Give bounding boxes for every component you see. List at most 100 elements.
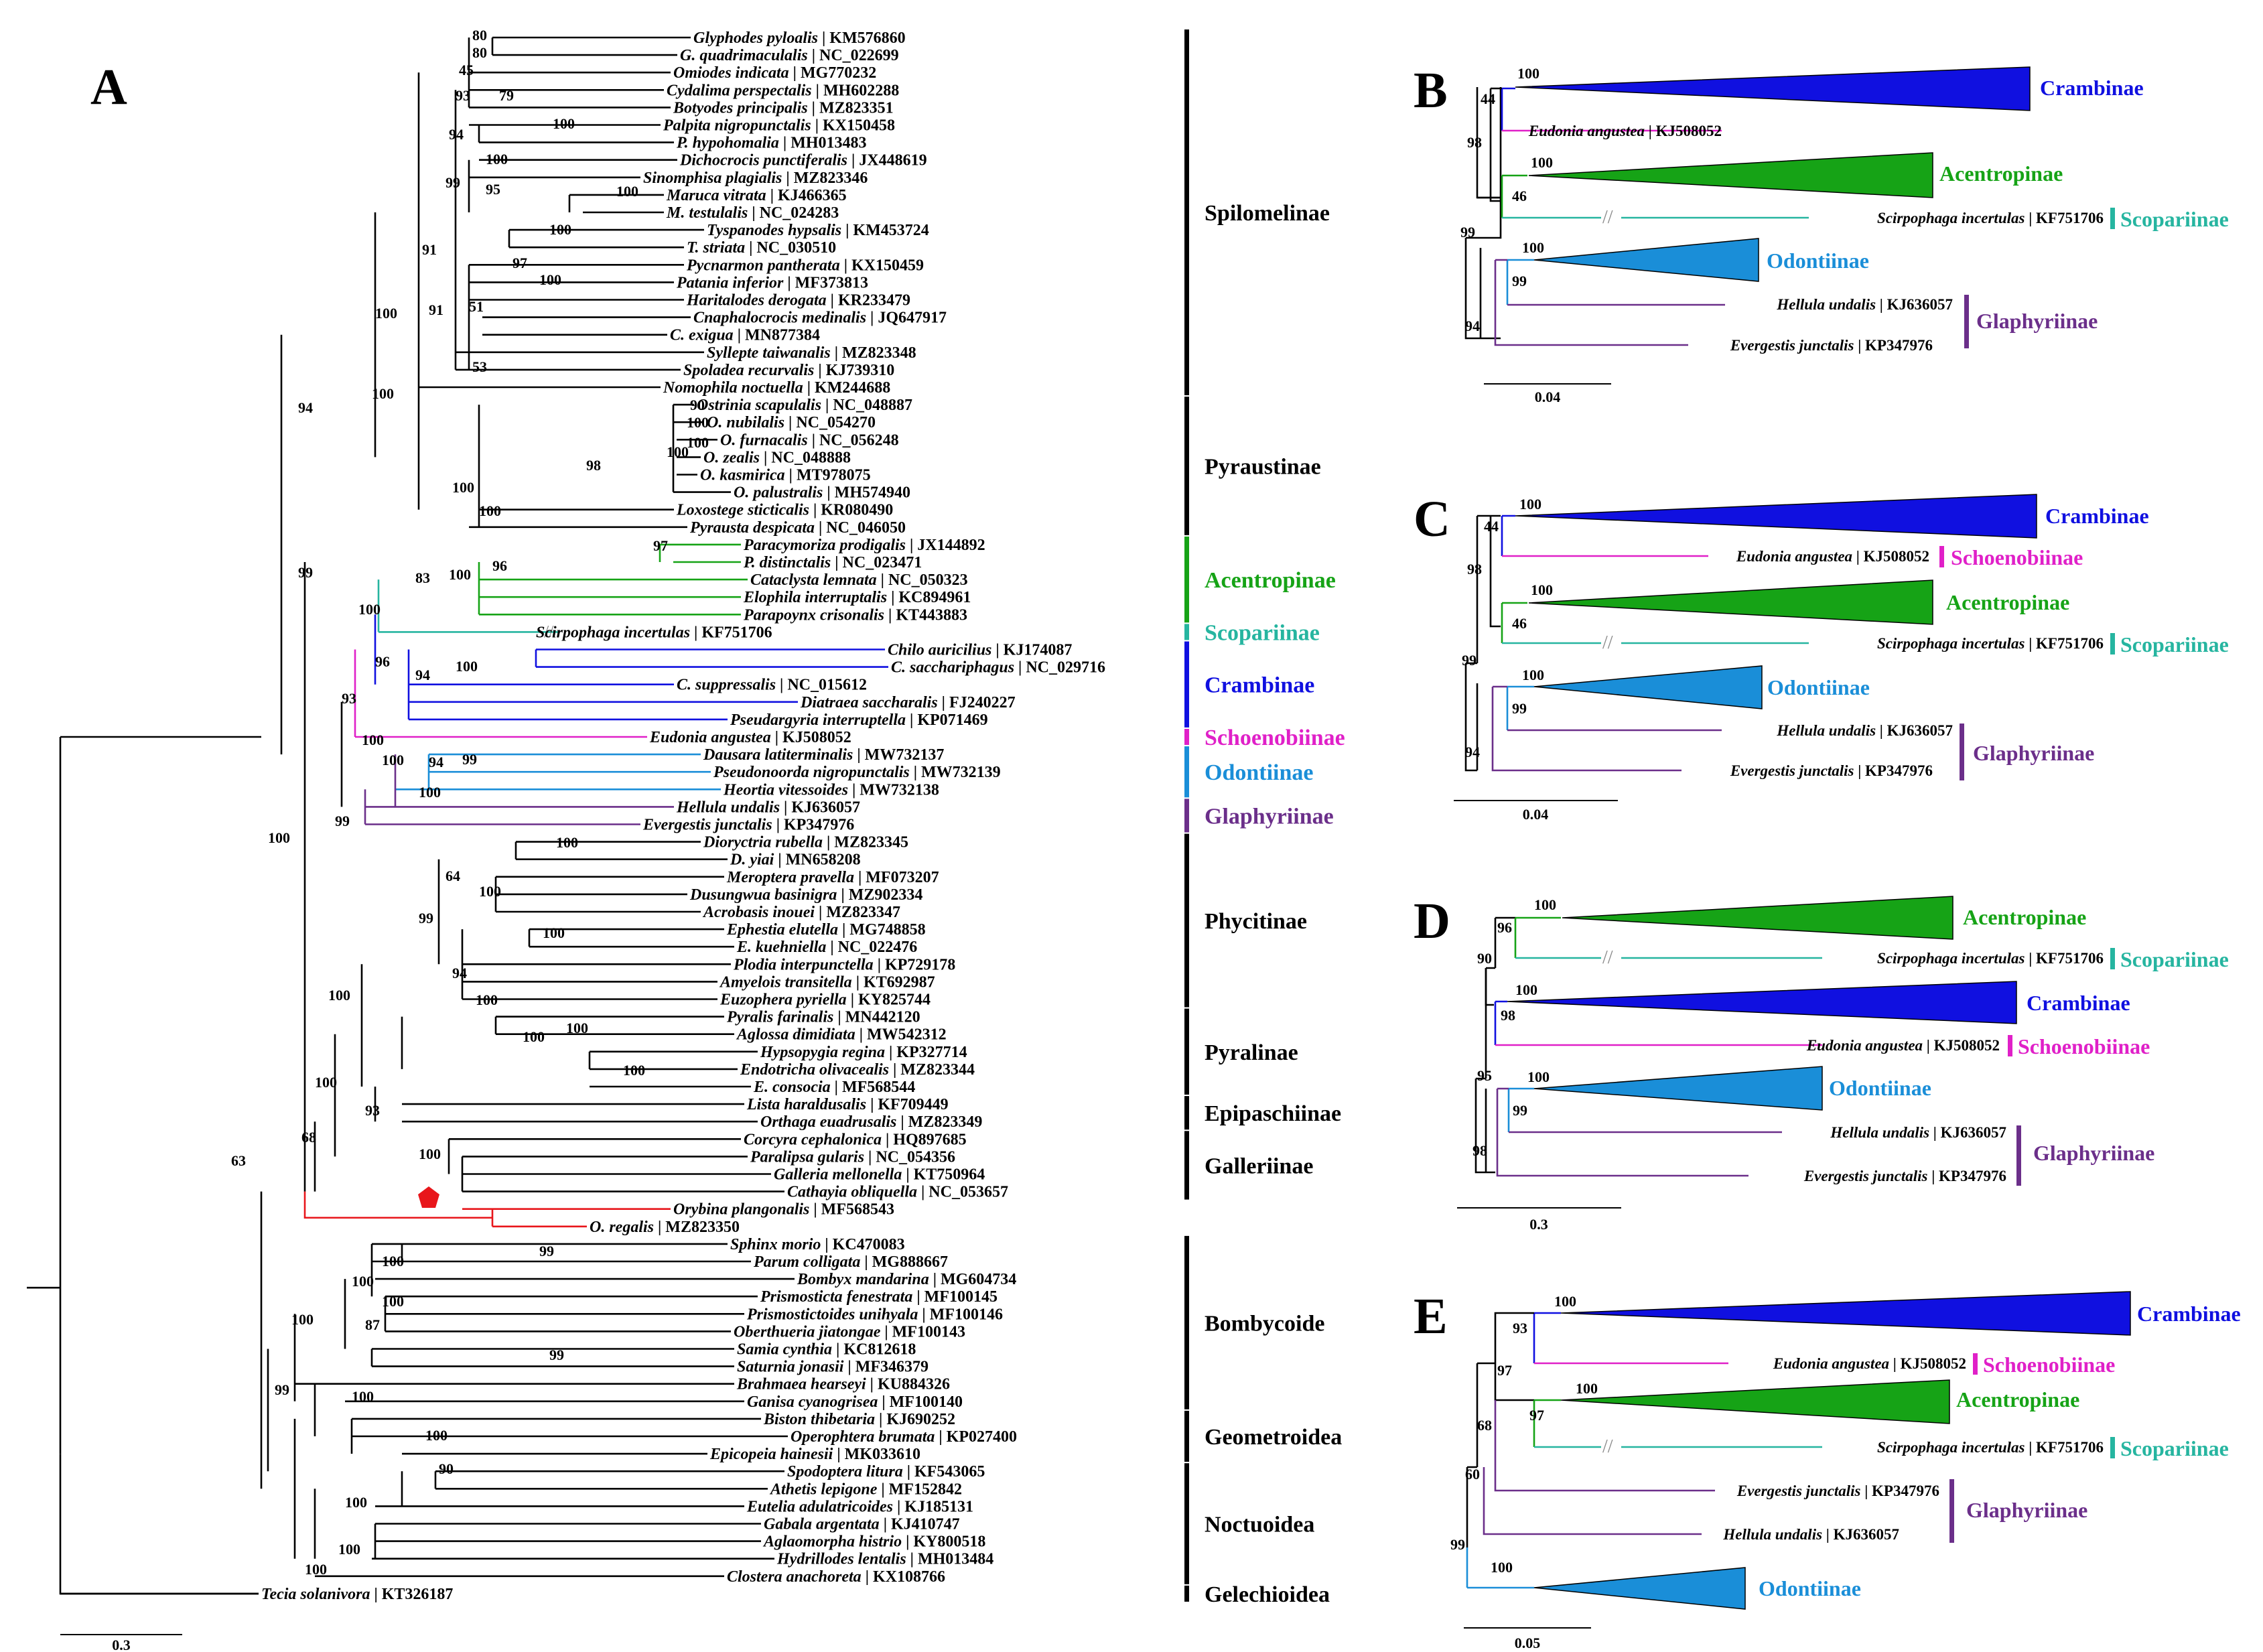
a-group-label: Odontiinae [1205,760,1313,785]
a-taxon-label: D. yiai | MN658208 [730,851,861,869]
a-group-bar [1184,29,1189,395]
e-group-scopariinae: Scopariinae [2120,1436,2229,1460]
e-clade-odontiinae: Odontiinae [1759,1576,1861,1600]
b-branch-glaphyriinae [1494,259,1725,346]
e-taxon: Evergestis junctalis | KP347976 [1736,1483,1939,1499]
a-support-value: 64 [445,868,460,884]
a-group-label: Gelechioidea [1205,1582,1330,1607]
a-support-value: 100 [362,732,384,748]
d-triangle-acentropinae [1562,896,1953,940]
a-taxon-label: Epicopeia hainesii | MK033610 [709,1446,920,1463]
c-taxon: Hellula undalis | KJ636057 [1776,722,1953,739]
e-group-schoenobiinae: Schoenobiinae [1983,1353,2115,1377]
b-clade-acentropinae: Acentropinae [1939,161,2063,186]
a-support-value: 45 [459,62,474,78]
a-taxon-label: O. zealis | NC_048888 [703,449,851,466]
orybina-marker-icon [418,1186,439,1208]
e-branch-backbone [1466,1363,1479,1547]
a-group-bar [1184,641,1189,728]
e-support: 93 [1513,1320,1527,1336]
b-group-scopariinae: Scopariinae [2120,207,2229,231]
a-support-value: 90 [690,397,705,413]
a-group-label: Epipaschiinae [1205,1101,1341,1126]
d-taxon: Scirpophaga incertulas | KF751706 [1877,950,2104,967]
b-scale-label: 0.04 [1535,389,1561,405]
d-branch-crambinae [1494,1000,1507,1045]
a-taxon-label: Scirpophaga incertulas | KF751706 [536,624,772,641]
a-support-value: 94 [415,667,430,683]
c-support: 100 [1519,496,1541,512]
a-group-label: Acentropinae [1205,568,1336,593]
b-support: 100 [1531,154,1553,171]
e-group-bar-schoenobiinae [1973,1353,1978,1375]
b-support: 99 [1512,273,1527,289]
a-support-value: 97 [653,537,668,554]
e-group-bar-scopariinae [2110,1437,2115,1458]
a-support-value: 94 [449,126,464,143]
d-triangle-crambinae [1507,981,2017,1024]
c-branch-backbone [1464,516,1479,772]
b-branch-98 [1466,87,1502,239]
a-support-value: 91 [429,301,443,318]
a-taxon-label: Clostera anachoreta | KX108766 [727,1568,945,1586]
a-taxon-label: Pycnarmon pantherata | KX150459 [686,257,924,274]
panel-b-letter: B [1414,62,1448,119]
e-branch-crambinae [1533,1312,1561,1363]
a-support-value: 100 [479,502,501,519]
b-clade-crambinae: Crambinae [2040,76,2144,100]
a-support-value: 100 [556,834,578,851]
a-support-value: 99 [275,1381,289,1398]
d-support: 100 [1515,981,1537,998]
a-support-value: 100 [623,1062,645,1079]
d-scale-label: 0.3 [1529,1216,1548,1233]
a-taxon-label: Syllepte taiwanalis | MZ823348 [707,344,916,362]
a-support-value: 100 [358,601,381,618]
a-taxon-label: Palpita nigropunctalis | KX150458 [663,117,895,135]
e-taxon: Eudonia angustea | KJ508052 [1773,1355,1966,1372]
d-clade-odontiinae: Odontiinae [1829,1076,1931,1100]
a-support-value: 53 [472,358,487,375]
b-support: 100 [1522,239,1544,256]
a-taxon-label: Hypsopygia regina | KP327714 [760,1044,967,1061]
b-branch-inner [1489,87,1502,202]
e-break-icon: // [1602,1436,1613,1457]
b-support: 94 [1465,318,1480,334]
d-taxon: Eudonia angustea | KJ508052 [1806,1037,2000,1054]
a-taxon-label: Spodoptera litura | KF543065 [787,1463,985,1481]
c-break-icon: // [1602,632,1613,653]
a-taxon-label: Dusungwua basinigra | MZ902334 [689,886,922,904]
a-support-value: 99 [539,1243,554,1259]
panel-e: E // Crambinae Acentropinae Odontiinae 1… [1414,1288,2241,1651]
d-triangle-odontiinae [1533,1066,1823,1111]
a-taxon-label: Tyspanodes hypsalis | KM453724 [707,222,929,239]
c-support: 100 [1522,667,1544,683]
a-support-value: 91 [422,241,437,258]
a-taxon-label: Chilo auricilius | KJ174087 [888,642,1072,659]
a-taxon-label: Samia cynthia | KC812618 [737,1341,916,1359]
a-support-value: 100 [345,1494,367,1511]
b-triangle-acentropinae [1528,152,1933,198]
a-group-bar [1184,1585,1189,1602]
a-support-value: 100 [419,784,441,801]
a-group-bar [1184,1131,1189,1200]
e-support: 100 [1491,1559,1513,1576]
c-group-schoenobiinae: Schoenobiinae [1951,545,2083,569]
panel-d: D // Acentropinae Crambinae Odontiinae 1… [1414,893,2229,1233]
d-clade-crambinae: Crambinae [2027,991,2130,1015]
a-support-value: 100 [352,1388,374,1405]
a-taxon-label: Elophila interruptalis | KC894961 [743,589,971,606]
a-group-label: Pyraustinae [1205,454,1321,479]
a-support-value: 98 [586,457,601,474]
a-taxon-label: Maruca vitrata | KJ466365 [666,187,847,204]
a-support-value: 100 [305,1561,327,1578]
a-taxon-label: Paralipsa gularis | NC_054356 [750,1148,955,1166]
a-support-value: 100 [338,1541,360,1558]
a-taxon-label: Evergestis junctalis | KP347976 [642,817,854,834]
c-clade-odontiinae: Odontiinae [1767,675,1870,699]
panel-b: B // Crambinae Acentropinae Odontiinae 1… [1414,62,2229,405]
c-triangle-acentropinae [1528,579,1933,625]
c-group-scopariinae: Scopariinae [2120,632,2229,657]
